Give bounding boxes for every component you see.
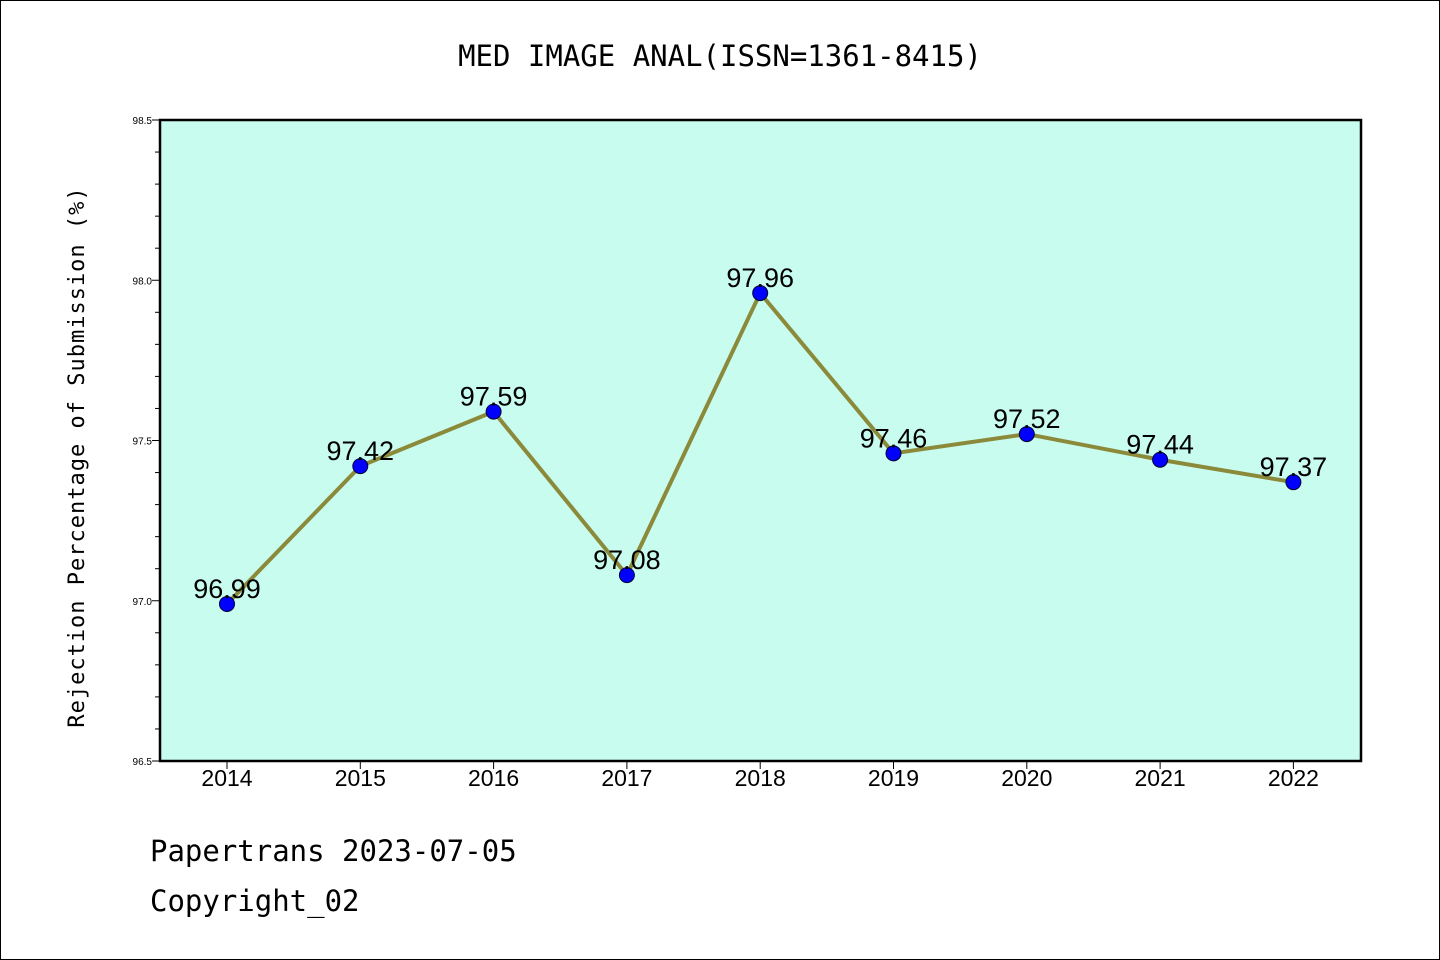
footer-date: Papertrans 2023-07-05 — [150, 834, 517, 868]
y-tick-label: 98.5 — [133, 116, 153, 127]
x-tick-label: 2015 — [335, 765, 386, 791]
y-axis: 96.5 97.0 97.5 98.0 98.5 — [133, 116, 160, 768]
x-tick-label: 2014 — [201, 765, 252, 791]
data-label: 96.99 — [193, 574, 261, 604]
data-label: 97.37 — [1260, 452, 1328, 482]
data-point — [485, 403, 502, 420]
data-label: 97.44 — [1126, 430, 1194, 460]
x-axis: 2014 2015 2016 2017 2018 2019 2020 2021 2022 — [201, 761, 1319, 791]
y-tick-label: 96.5 — [133, 757, 153, 768]
data-point — [752, 285, 769, 302]
data-point — [618, 567, 635, 584]
y-tick-label: 97.0 — [133, 597, 153, 608]
data-label: 97.08 — [593, 545, 661, 575]
data-label: 97.96 — [726, 263, 794, 293]
footer-copyright: Copyright_02 — [150, 884, 360, 918]
x-tick-label: 2019 — [868, 765, 919, 791]
y-axis-label: Rejection Percentage of Submission (%) — [65, 186, 90, 727]
data-label: 97.59 — [460, 382, 528, 412]
data-point — [1152, 451, 1169, 468]
y-tick-label: 98.0 — [133, 276, 153, 287]
x-tick-label: 2018 — [735, 765, 786, 791]
data-point — [1285, 474, 1302, 491]
data-labels: 96.99 97.42 97.59 97.08 97.96 97.46 97.52 97.44… — [193, 263, 1327, 604]
data-point — [352, 458, 369, 475]
data-label: 97.52 — [993, 404, 1061, 434]
x-tick-label: 2017 — [601, 765, 652, 791]
plot-area — [158, 118, 1363, 763]
x-tick-label: 2020 — [1001, 765, 1052, 791]
x-tick-label: 2021 — [1135, 765, 1186, 791]
data-label: 97.46 — [860, 423, 928, 453]
data-point — [219, 595, 235, 612]
chart-title: MED IMAGE ANAL(ISSN=1361-8415) — [458, 39, 982, 73]
x-tick-label: 2016 — [468, 765, 519, 791]
series-markers — [219, 285, 1302, 612]
data-point — [885, 445, 902, 462]
data-label: 97.42 — [327, 436, 395, 466]
data-point — [1018, 426, 1035, 443]
x-tick-label: 2022 — [1268, 765, 1319, 791]
y-tick-label: 97.5 — [133, 437, 153, 448]
